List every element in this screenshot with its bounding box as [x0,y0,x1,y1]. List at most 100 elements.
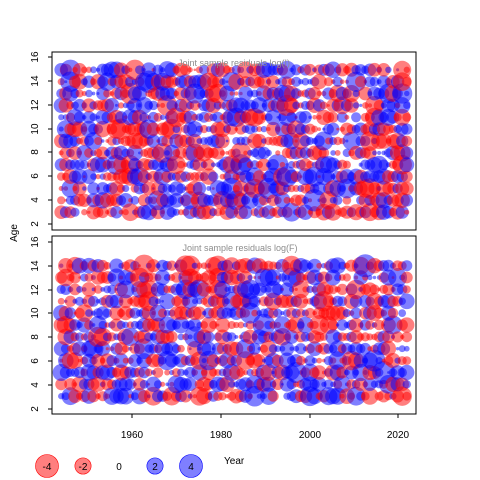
residual-bubble [102,308,112,318]
residual-bubble [339,79,345,85]
residual-bubble [191,262,198,269]
residual-bubble [206,354,220,367]
bottom-ytick-label: 14 [30,260,41,272]
residual-bubble [402,391,412,401]
residual-bubble [133,254,156,277]
residual-bubble [146,122,161,136]
residual-bubble [186,121,203,138]
residual-bubble [199,64,210,75]
residual-bubble [64,307,77,319]
residual-bubble [301,77,310,86]
residual-bubble [248,295,261,308]
residual-bubble [400,170,413,183]
residual-bubble [175,183,187,194]
residual-bubble [327,319,339,331]
residual-bubble [272,283,284,296]
residual-bubble [110,205,123,219]
residual-bubble [192,306,207,320]
top-panel-frame [51,51,417,231]
residual-bubble [316,357,323,364]
residual-bubble [398,293,415,310]
residual-bubble [293,293,309,309]
legend-label: 2 [152,462,158,473]
residual-bubble [172,125,181,133]
residual-bubble [116,280,135,299]
residual-bubble [133,338,155,360]
residual-bubble [251,125,259,133]
residual-bubble [404,209,410,215]
residual-bubble [212,75,224,88]
residual-bubble [81,169,97,185]
residual-bubble [342,160,351,169]
residual-bubble [311,125,319,133]
residual-bubble [373,99,385,111]
residual-bubble [210,162,216,168]
residual-bubble [387,307,399,319]
bottom-ytick-label: 8 [30,334,41,340]
residual-bubble [403,345,410,352]
residual-bubble [317,127,322,131]
residual-bubble [233,321,240,329]
residual-bubble [378,159,389,170]
residual-bubble [385,66,392,74]
residual-bubble [328,284,338,295]
residual-bubble [236,368,246,377]
residual-bubble [196,282,212,297]
residual-bubble [212,111,224,123]
residual-bubble [393,60,412,79]
residual-bubble [177,160,185,169]
residual-bubble [346,386,366,406]
bottom-ytick-label: 2 [30,406,41,412]
residual-bubble [291,280,310,299]
residual-bubble [383,315,403,335]
residual-bubble [56,268,75,287]
residual-bubble [366,333,374,341]
residual-bubble [274,345,282,353]
residual-bubble [279,341,295,356]
residual-bubble [88,295,99,307]
residual-bubble [279,161,286,168]
residual-bubble [154,269,171,286]
residual-bubble [256,126,263,133]
residual-bubble [292,101,301,110]
residual-bubble [237,321,245,329]
residual-bubble [146,259,160,273]
residual-bubble [153,380,163,389]
residual-bubble [103,89,112,98]
residual-bubble [167,155,186,175]
residual-bubble [214,121,231,138]
bottom-ytick-label: 6 [30,358,41,364]
bottom-ytick-label: 4 [30,382,41,388]
top-ytick-label: 14 [30,75,41,87]
residual-bubble [401,135,413,147]
top-ytick-label: 4 [30,197,41,203]
residual-bubble [117,387,135,405]
residual-bubble [372,150,377,156]
residual-bubble [316,262,323,269]
top-ytick-label: 16 [30,51,41,63]
residual-bubble [312,114,317,120]
residual-bubble [57,297,65,305]
residual-bubble [122,357,129,364]
residual-bubble [187,133,202,149]
residual-bubble [361,387,379,405]
residual-bubble [218,392,227,401]
residual-bubble [238,157,253,173]
residual-bubble [311,357,318,364]
residual-bubble [369,76,380,87]
residual-bubble [336,127,340,131]
residual-bubble [273,316,292,334]
bottom-panel-frame [51,235,417,415]
residual-bubble [257,158,271,172]
residual-bubble [282,202,302,222]
residual-bubble [308,87,322,100]
residual-bubble [237,61,254,79]
residual-bubble [95,173,101,180]
top-ytick-label: 8 [30,149,41,155]
residual-bubble [90,173,97,180]
residual-bubble [400,271,413,284]
legend-label: 0 [116,462,122,473]
residual-bubble [172,208,180,216]
residual-bubble [55,378,68,391]
residual-bubble [81,209,88,216]
